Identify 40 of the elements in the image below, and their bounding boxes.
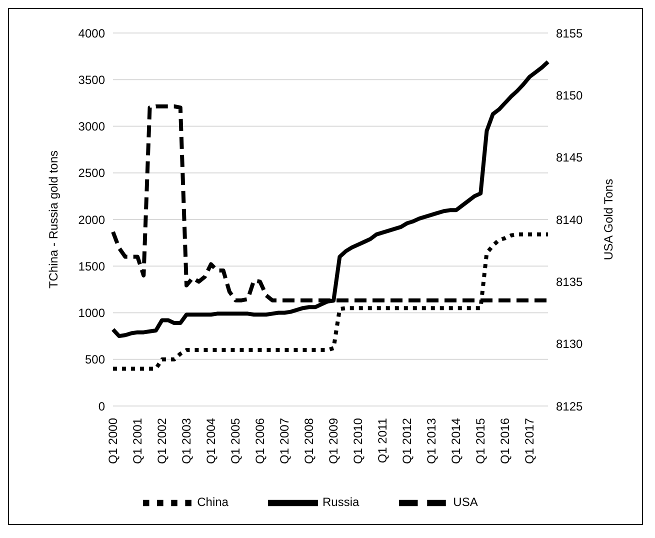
legend-label: Russia [322,495,360,510]
x-tick-label: Q1 2016 [498,418,512,464]
x-tick-label: Q1 2010 [351,418,366,464]
x-tick-label: Q1 2003 [180,418,194,464]
y-tick-label: 500 [84,352,106,367]
y-axis-title: TChina - Russia gold tons [46,150,60,289]
y-tick-label: 3000 [78,120,106,134]
y2-tick-label: 8145 [556,150,584,165]
y-tick-label: 4000 [78,26,106,40]
y2-tick-label: 8155 [556,26,584,40]
x-tick-label: Q1 2009 [326,418,341,464]
y-tick-label: 2500 [78,166,106,180]
x-tick-label: Q1 2002 [155,418,170,464]
y-tick-label: 1000 [78,306,106,320]
y-tick-label: 1500 [78,259,106,274]
x-tick-label: Q1 2000 [106,418,120,464]
x-tick-label: Q1 2005 [228,418,243,464]
x-tick-label: Q1 2008 [302,418,316,464]
legend-label: China [197,495,228,510]
y-tick-label: 0 [98,399,106,414]
legend-label: USA [453,495,478,510]
x-tick-label: Q1 2012 [400,418,414,464]
x-tick-label: Q1 2013 [424,418,439,464]
x-tick-label: Q1 2006 [253,418,268,464]
x-tick-label: Q1 2014 [449,418,464,464]
y2-tick-label: 8140 [556,212,584,227]
y2-tick-label: 8135 [556,274,584,289]
x-tick-label: Q1 2004 [204,418,218,464]
x-tick-label: Q1 2007 [278,418,292,464]
y-tick-label: 2000 [78,212,106,227]
y2-tick-label: 8130 [556,337,584,352]
x-tick-label: Q1 2015 [474,418,488,464]
x-tick-label: Q1 2011 [376,418,390,464]
y2-tick-label: 8125 [556,399,584,414]
y-tick-label: 3500 [78,72,106,87]
x-tick-label: Q1 2017 [522,418,537,464]
y2-tick-label: 8150 [556,88,584,102]
line-series [111,60,550,338]
x-tick-label: Q1 2001 [130,418,145,464]
y2-axis-title: USA Gold Tons [601,178,616,260]
